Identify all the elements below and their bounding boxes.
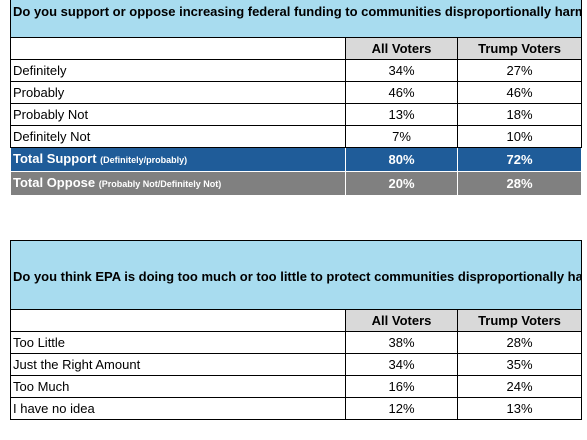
epa-table: Do you think EPA is doing too much or to… [9,240,583,420]
row-label: Definitely [10,59,346,82]
table2-header-trump-voters: Trump Voters [456,309,583,332]
total-support-label: Total Support (Definitely/probably) [10,147,346,172]
total-oppose-row: Total Oppose (Probably Not/Definitely No… [10,171,583,196]
row-all-voters: 13% [345,103,458,126]
table-row: Probably 46% 46% [10,81,583,104]
table1-header-trump-voters: Trump Voters [456,37,583,60]
row-trump-voters: 27% [456,59,583,82]
federal-funding-table: Do you support or oppose increasing fede… [9,0,583,196]
table1-title: Do you support or oppose increasing fede… [9,0,583,38]
table-row: Definitely Not 7% 10% [10,125,583,148]
row-label: Probably Not [10,103,346,126]
table2-header-all-voters: All Voters [345,309,458,332]
table1-header-all-voters: All Voters [345,37,458,60]
total-support-all-voters: 80% [345,147,458,172]
table-row: Too Much 16% 24% [10,375,583,398]
row-trump-voters: 24% [456,375,583,398]
table-row: Just the Right Amount 34% 35% [10,353,583,376]
table-row: Too Little 38% 28% [10,331,583,354]
row-all-voters: 34% [345,353,458,376]
total-support-trump-voters: 72% [456,147,583,172]
row-label: Probably [10,81,346,104]
total-oppose-note: (Probably Not/Definitely Not) [98,179,222,189]
row-label: I have no idea [10,397,346,420]
total-support-note: (Definitely/probably) [100,155,188,165]
total-support-title: Total Support [13,151,97,166]
total-oppose-trump-voters: 28% [456,171,583,196]
total-oppose-title: Total Oppose [13,175,96,190]
row-trump-voters: 35% [456,353,583,376]
total-oppose-all-voters: 20% [345,171,458,196]
row-label: Definitely Not [10,125,346,148]
row-all-voters: 38% [345,331,458,354]
row-trump-voters: 18% [456,103,583,126]
row-label: Just the Right Amount [10,353,346,376]
row-trump-voters: 13% [456,397,583,420]
row-all-voters: 16% [345,375,458,398]
row-all-voters: 46% [345,81,458,104]
row-trump-voters: 10% [456,125,583,148]
table2-header-blank [10,309,346,332]
total-oppose-label: Total Oppose (Probably Not/Definitely No… [10,171,346,196]
table-row: Probably Not 13% 18% [10,103,583,126]
row-all-voters: 7% [345,125,458,148]
row-trump-voters: 46% [456,81,583,104]
total-support-row: Total Support (Definitely/probably) 80% … [10,147,583,172]
table-row: I have no idea 12% 13% [10,397,583,420]
row-label: Too Much [10,375,346,398]
table2-title: Do you think EPA is doing too much or to… [9,240,583,310]
table1-header-blank [10,37,346,60]
row-trump-voters: 28% [456,331,583,354]
table-row: Definitely 34% 27% [10,59,583,82]
row-label: Too Little [10,331,346,354]
row-all-voters: 34% [345,59,458,82]
row-all-voters: 12% [345,397,458,420]
